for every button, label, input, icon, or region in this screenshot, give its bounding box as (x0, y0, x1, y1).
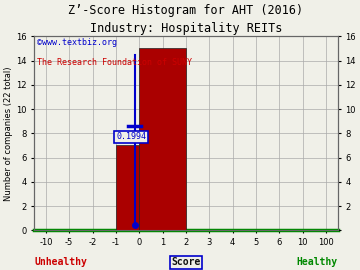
Text: Healthy: Healthy (296, 257, 338, 267)
Text: The Research Foundation of SUNY: The Research Foundation of SUNY (37, 58, 192, 67)
Bar (139, 48, 186, 230)
Text: Score: Score (171, 257, 201, 267)
Title: Z’-Score Histogram for AHT (2016)
Industry: Hospitality REITs: Z’-Score Histogram for AHT (2016) Indust… (68, 4, 303, 35)
Text: ©www.textbiz.org: ©www.textbiz.org (37, 38, 117, 47)
Text: Unhealthy: Unhealthy (34, 257, 87, 267)
Bar (116, 146, 139, 230)
Text: 0.1994: 0.1994 (116, 133, 146, 141)
Y-axis label: Number of companies (22 total): Number of companies (22 total) (4, 66, 13, 201)
